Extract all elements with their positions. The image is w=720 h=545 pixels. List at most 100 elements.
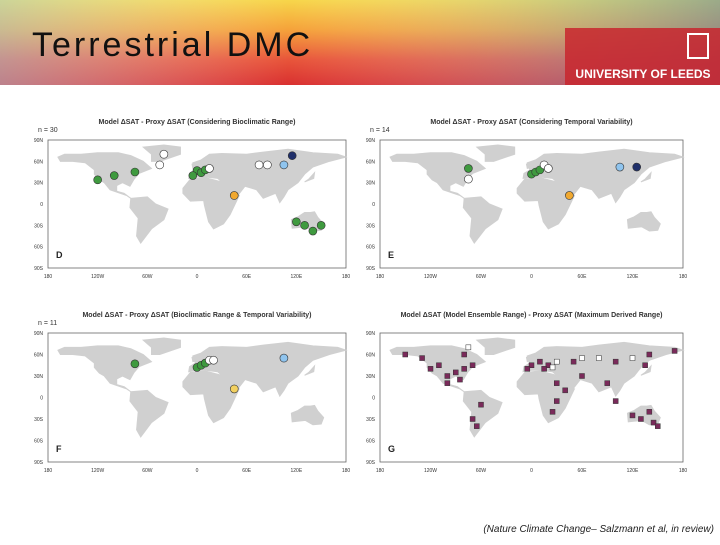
site-marker [469,416,476,422]
site-marker [292,217,301,227]
lon-label: 120W [91,274,104,280]
logo-crest [687,33,709,59]
site-marker [528,362,535,368]
lon-label: 60W [476,274,487,280]
site-marker [612,358,619,365]
lat-label: 60N [366,159,376,165]
site-marker [130,359,140,369]
site-marker [464,174,473,184]
site-marker [604,380,610,386]
land [475,337,516,355]
site-marker [554,380,560,386]
site-marker [579,355,585,361]
lat-label: 0 [372,202,375,208]
lon-label: 60E [242,468,252,474]
site-marker [478,401,484,408]
lat-label: 90S [34,460,44,466]
lon-label: 180 [679,468,688,474]
site-marker [316,221,326,230]
map-panel: Model ΔSAT - Proxy ΔSAT (Bioclimatic Ran… [34,312,351,474]
lat-label: 0 [40,396,43,402]
site-marker [544,164,553,173]
land [525,355,535,363]
site-marker [632,162,642,172]
site-marker [308,226,318,236]
land [626,211,661,232]
lon-label: 180 [376,274,385,280]
lat-label: 30N [366,374,376,380]
lon-label: 60E [578,274,588,280]
lon-label: 0 [196,468,199,474]
lat-label: 90N [34,331,44,337]
lon-label: 180 [679,274,688,280]
site-marker [93,175,102,185]
lat-label: 30N [366,181,376,187]
lat-label: 0 [372,396,375,402]
lat-label: 90N [34,138,44,144]
site-marker [279,353,289,363]
panel-letter: E [388,250,394,260]
site-marker [457,376,463,383]
site-marker [612,398,619,404]
sample-count: n = 11 [38,320,57,327]
site-marker [638,416,644,422]
lat-label: 30N [34,181,44,187]
site-marker [263,160,272,170]
sample-count: n = 30 [38,127,58,134]
land [462,389,503,438]
lon-label: 120W [424,274,437,280]
land [182,177,241,230]
lon-label: 0 [530,468,533,474]
land [389,152,487,199]
lat-label: 90S [366,460,376,466]
map-panel: Model ΔSAT (Model Ensemble Range) - Prox… [366,312,688,474]
site-marker [229,191,239,200]
site-marker [188,171,198,180]
site-marker [579,373,585,379]
lon-label: 60W [476,468,487,474]
logo-back [565,28,720,85]
site-marker [287,151,297,160]
land [525,162,535,170]
site-marker [596,355,602,361]
site-marker [205,164,214,173]
lon-label: 180 [44,468,53,474]
lon-label: 60E [242,274,252,280]
panel-letter: F [56,444,62,454]
panel-title: Model ΔSAT (Model Ensemble Range) - Prox… [401,312,663,319]
lat-label: 30S [34,417,44,423]
panel-letter: G [388,444,395,454]
site-marker [130,167,140,177]
lat-label: 60N [34,353,44,359]
land [129,196,169,245]
site-marker [671,348,678,354]
lat-label: 60N [34,159,44,165]
site-marker [209,355,218,365]
site-marker [419,355,425,361]
lon-label: 120E [290,468,302,474]
site-marker [427,366,434,372]
lat-label: 90S [366,266,376,272]
site-marker [646,351,653,358]
panel-title: Model ΔSAT - Proxy ΔSAT (Considering Tem… [430,119,632,126]
site-marker [629,412,636,419]
site-marker [109,171,119,180]
site-marker [155,160,165,170]
site-marker [444,380,451,386]
lat-label: 60S [34,245,44,251]
lon-label: 180 [342,468,351,474]
site-marker [655,423,661,429]
land [640,364,652,376]
site-marker [549,409,556,415]
land [57,152,153,199]
site-marker [615,162,625,172]
site-marker [646,409,653,415]
land [475,144,516,162]
slide-title: Terrestrial DMC [32,26,313,64]
lon-label: 0 [196,274,199,280]
lon-label: 60W [142,274,153,280]
lon-label: 60W [142,468,153,474]
lon-label: 120E [290,274,302,280]
site-marker [642,362,648,368]
